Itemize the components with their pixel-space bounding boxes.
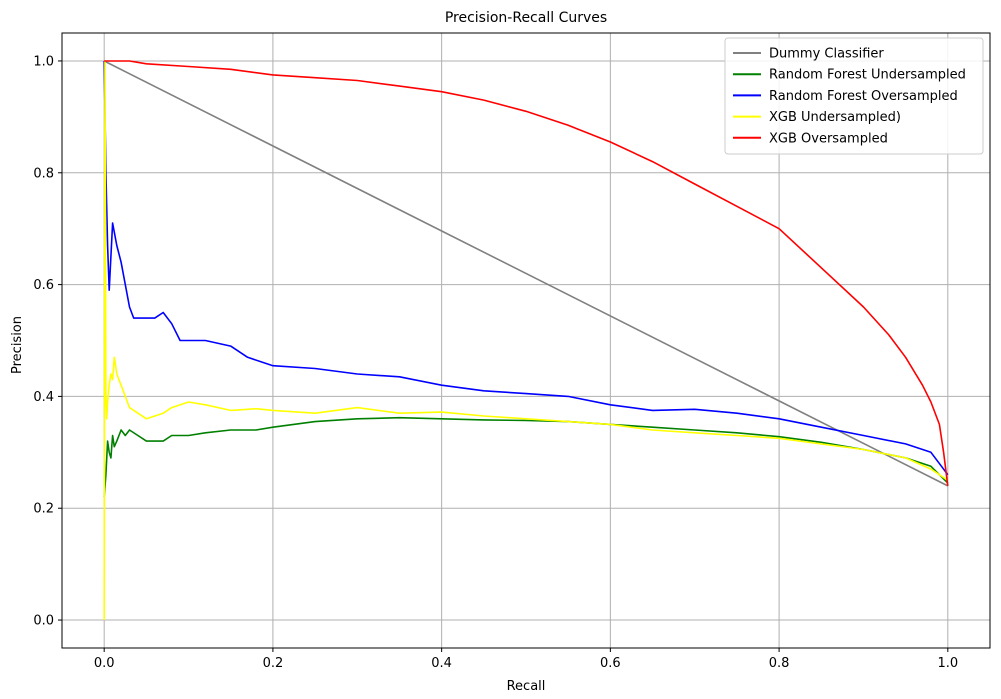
legend-box xyxy=(724,37,984,155)
series-line-xgb-oversampled xyxy=(104,60,949,486)
y-tick-label: 0.0 xyxy=(33,614,54,629)
legend: Dummy Classifier Random Forest Undersampl… xyxy=(724,37,984,155)
plot-frame xyxy=(61,32,991,649)
y-axis-label: Precision xyxy=(10,316,25,374)
legend-label: Random Forest Oversampled xyxy=(769,89,958,104)
legend-label: Dummy Classifier xyxy=(769,47,884,62)
y-tick-label: 0.6 xyxy=(33,278,54,293)
axis-ticks: 0.0 0.2 0.4 0.6 0.8 1.0 0.0 0.2 0.4 0.6 0.8 1.0 xyxy=(33,54,958,671)
legend-label: XGB Undersampled) xyxy=(769,110,901,125)
series-line-random-forest-oversampled xyxy=(103,60,949,476)
legend-label: XGB Oversampled xyxy=(769,131,888,146)
x-tick-label: 0.2 xyxy=(263,656,284,671)
chart-title: Precision-Recall Curves xyxy=(445,10,607,26)
series-layer xyxy=(103,60,949,621)
x-tick-label: 1.0 xyxy=(937,656,958,671)
y-tick-label: 0.4 xyxy=(33,390,54,405)
legend-label: Random Forest Undersampled xyxy=(769,68,966,83)
series-line-xgb-undersampled xyxy=(103,60,949,621)
y-tick-label: 1.0 xyxy=(33,54,54,69)
series-line-dummy-classifier xyxy=(103,60,949,487)
y-tick-label: 0.8 xyxy=(33,166,54,181)
y-tick-label: 0.2 xyxy=(33,502,54,517)
x-axis-label: Recall xyxy=(507,679,546,694)
x-tick-label: 0.8 xyxy=(769,656,790,671)
x-tick-label: 0.6 xyxy=(600,656,621,671)
series-line-random-forest-undersampled xyxy=(103,416,949,498)
x-tick-label: 0.0 xyxy=(94,656,115,671)
x-tick-label: 0.4 xyxy=(431,656,452,671)
